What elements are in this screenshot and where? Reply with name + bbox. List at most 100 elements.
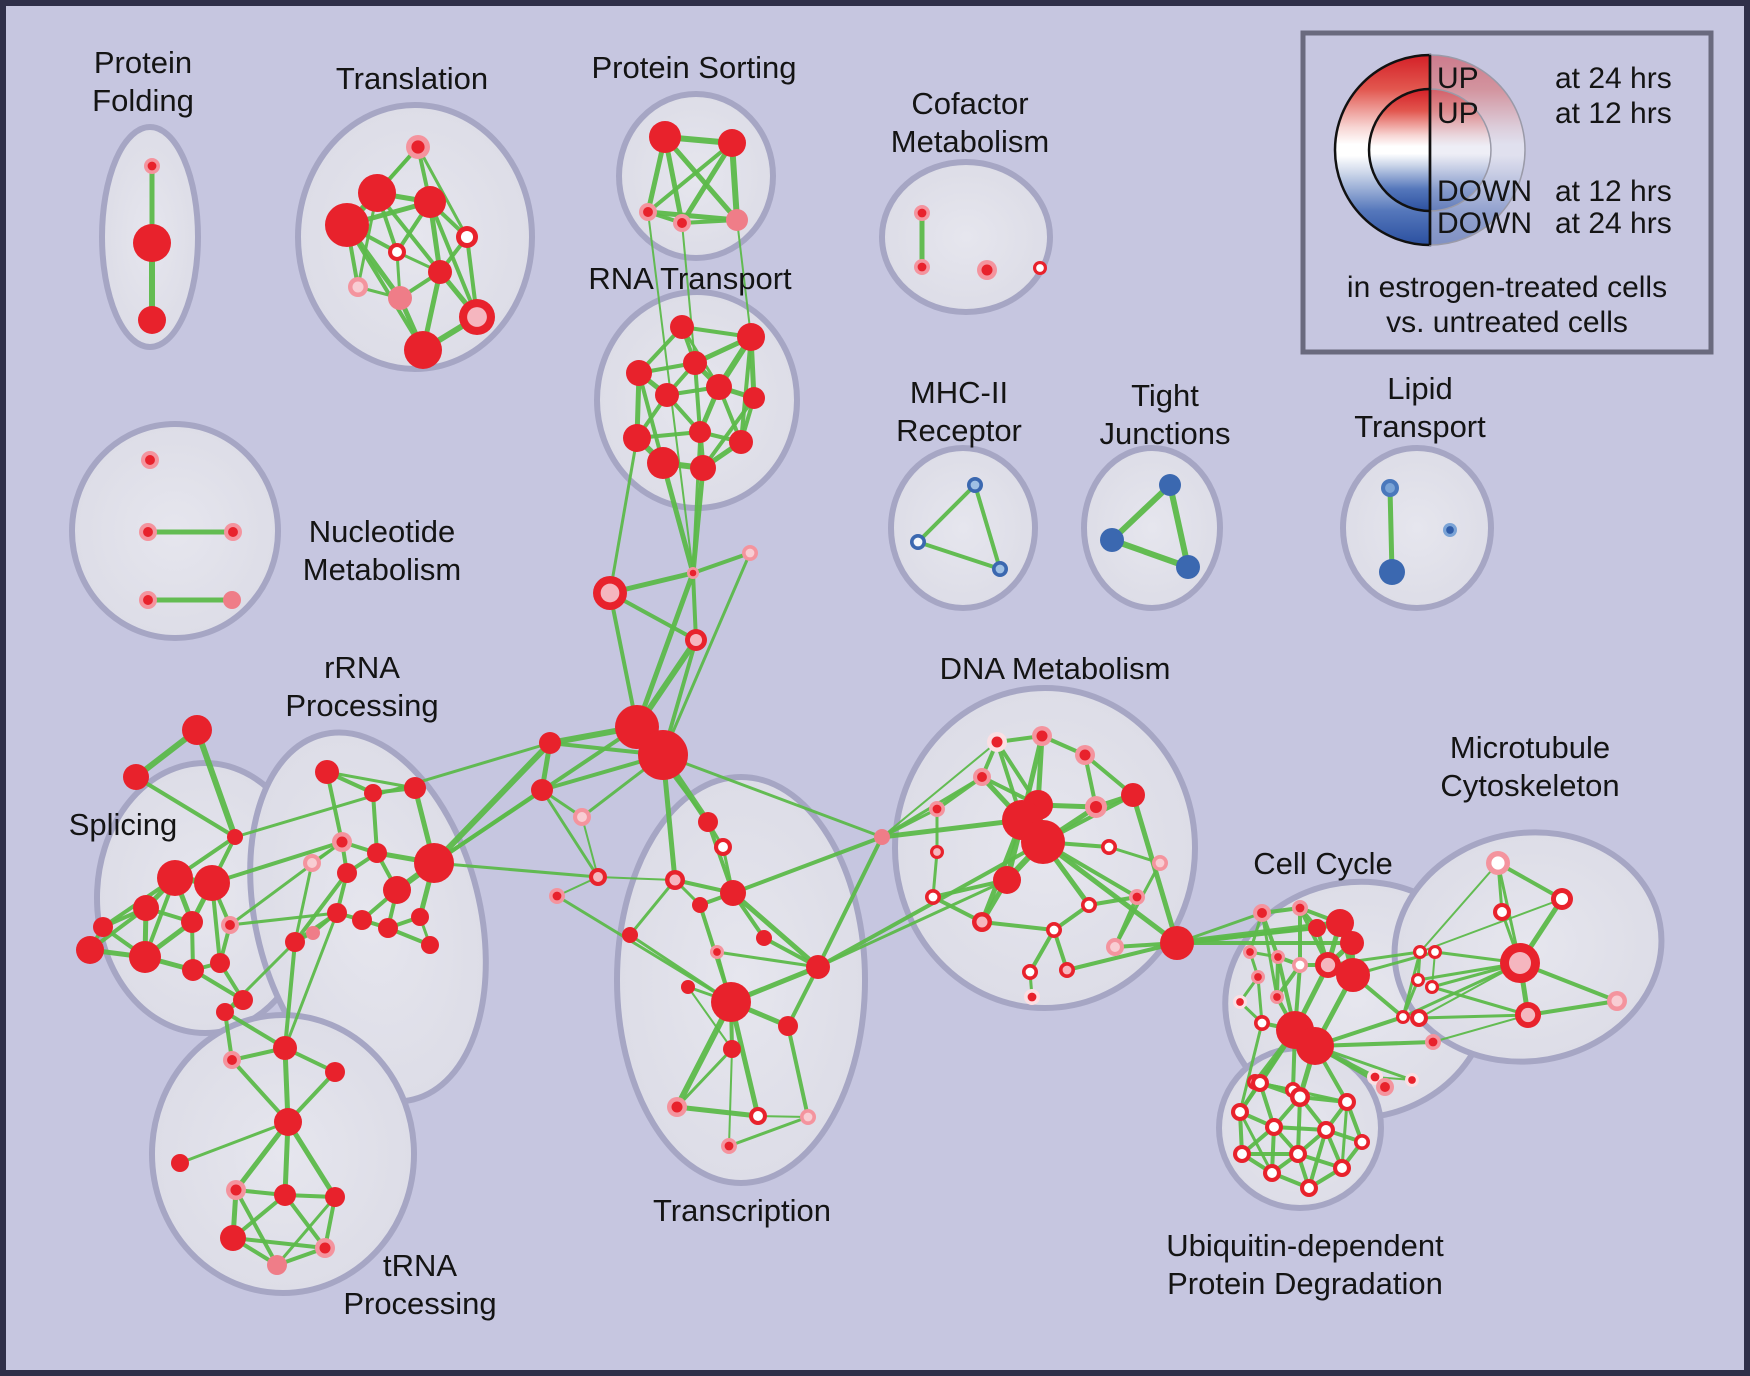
legend-wheel-inner-right (1429, 88, 1492, 212)
network-edge (1387, 485, 1395, 575)
network-edge (1432, 1014, 1529, 1043)
network-node (1160, 926, 1194, 960)
cluster-label-rna-transport: RNA Transport (588, 261, 792, 296)
network-edge (739, 335, 753, 444)
network-node (1296, 1027, 1334, 1065)
network-node (638, 730, 688, 780)
network-edge (880, 807, 939, 839)
network-node-inner (230, 1184, 242, 1196)
cluster-label-trna-processing-line1: tRNA (383, 1248, 457, 1283)
cluster-label-transcription: Transcription (653, 1193, 831, 1228)
network-node (622, 927, 638, 943)
network-edge (194, 727, 238, 840)
network-node (327, 903, 347, 923)
network-node-inner (803, 1112, 813, 1122)
network-node-inner (1027, 992, 1037, 1002)
network-node (539, 732, 561, 754)
network-edge (1526, 999, 1619, 1017)
network-node-inner (1414, 976, 1422, 984)
network-node (306, 926, 320, 940)
cluster-label-mhc-ii-receptor-line1: MHC-II (910, 375, 1008, 410)
network-node-inner (1497, 907, 1507, 917)
network-node-inner (1246, 948, 1254, 956)
network-node (274, 1108, 302, 1136)
network-edge (283, 1193, 327, 1250)
network-edge (134, 775, 237, 839)
network-node (411, 908, 429, 926)
legend-layer: UP at 24 hrs UP at 12 hrs DOWN at 12 hrs DOWN a… (1300, 30, 1714, 355)
network-node-inner (928, 892, 938, 902)
network-node (76, 936, 104, 964)
network-edge (283, 911, 339, 1050)
network-node-inner (718, 842, 728, 852)
network-edge (881, 741, 998, 838)
cluster-label-protein-folding-line1: Protein (94, 45, 192, 80)
network-edge (660, 460, 696, 576)
network-node (692, 897, 708, 913)
network-node-inner (1062, 965, 1072, 975)
network-node-inner (991, 736, 1003, 748)
network-node-inner (1408, 1076, 1416, 1084)
network-node (364, 784, 382, 802)
network-node-inner (227, 1055, 237, 1065)
network-edge (786, 1024, 810, 1119)
network-node-inner (1428, 1037, 1438, 1047)
network-node (670, 315, 694, 339)
network-edge (731, 835, 884, 895)
network-edge (916, 483, 977, 544)
cluster-label-splicing: Splicing (69, 807, 178, 842)
network-node-inner (1294, 1091, 1306, 1103)
network-node-inner (1079, 749, 1091, 761)
legend-direction-4: DOWN (1437, 207, 1532, 240)
network-node-inner (552, 891, 562, 901)
network-node-inner (1104, 842, 1114, 852)
cluster-label-lipid-transport-line2: Transport (1354, 409, 1486, 444)
network-node (1326, 909, 1354, 937)
network-edge (428, 200, 479, 319)
network-node-inner (1295, 960, 1305, 970)
network-node (1340, 931, 1364, 955)
network-node-inner (976, 916, 988, 928)
network-edge (628, 878, 677, 937)
network-node-inner (145, 455, 155, 465)
cluster-label-protein-sorting: Protein Sorting (591, 50, 796, 85)
network-node-inner (1255, 1078, 1265, 1088)
network-edge (432, 788, 544, 865)
network-node (123, 764, 149, 790)
network-node (806, 955, 830, 979)
network-node (325, 1187, 345, 1207)
network-edge (293, 871, 349, 944)
network-node (706, 374, 732, 400)
network-node (778, 1016, 798, 1036)
cluster-label-ubiquitin-degradation-line2: Protein Degradation (1167, 1266, 1443, 1301)
network-node-inner (917, 208, 927, 218)
network-edge (634, 570, 696, 730)
network-edge (661, 551, 752, 757)
network-node-inner (1399, 1013, 1407, 1021)
network-node (743, 387, 765, 409)
network-edge (1430, 985, 1530, 1017)
network-node (729, 430, 753, 454)
cluster-label-nucleotide-metabolism-line1: Nucleotide (309, 514, 455, 549)
network-node (1176, 555, 1200, 579)
network-node (421, 936, 439, 954)
network-edge (646, 141, 734, 214)
network-edge (293, 861, 314, 944)
network-node-inner (689, 569, 697, 577)
network-node (756, 930, 772, 946)
network-node-inner (1132, 892, 1142, 902)
network-node (1379, 559, 1405, 585)
network-node-inner (1274, 953, 1282, 961)
network-edge (597, 876, 676, 881)
network-node-inner (1257, 1018, 1267, 1028)
network-node-inner (1049, 925, 1059, 935)
network-edge (715, 950, 820, 969)
network-node (718, 129, 746, 157)
network-node-inner (392, 247, 402, 257)
cluster-label-tight-junctions-line2: Junctions (1100, 416, 1231, 451)
network-node-inner (1555, 892, 1569, 906)
network-edge (178, 1120, 290, 1165)
network-node-inner (1370, 1072, 1380, 1082)
network-node-inner (1414, 1013, 1424, 1023)
network-edge (816, 878, 1009, 969)
